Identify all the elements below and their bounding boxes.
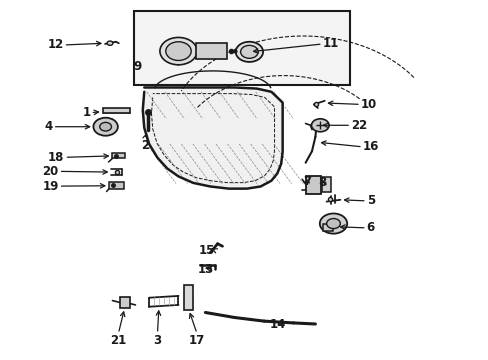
Text: 5: 5: [366, 194, 374, 207]
Text: 9: 9: [134, 60, 142, 73]
Bar: [112, 153, 124, 158]
Bar: [120, 297, 129, 308]
Bar: [195, 43, 227, 59]
Bar: [109, 182, 123, 189]
Text: 19: 19: [42, 180, 59, 193]
Text: 7: 7: [303, 175, 310, 188]
Circle shape: [165, 42, 191, 60]
Text: 1: 1: [82, 106, 90, 119]
Circle shape: [326, 219, 340, 229]
Text: 22: 22: [350, 119, 366, 132]
Text: 15: 15: [199, 244, 215, 257]
Text: 16: 16: [362, 140, 378, 153]
Text: 4: 4: [44, 120, 53, 133]
Text: 18: 18: [48, 151, 64, 164]
Circle shape: [93, 118, 118, 136]
Text: 12: 12: [47, 39, 63, 51]
Polygon shape: [142, 87, 282, 189]
Text: 3: 3: [153, 334, 161, 347]
Text: 21: 21: [110, 334, 126, 347]
Circle shape: [311, 119, 328, 132]
Circle shape: [319, 213, 346, 234]
Text: 10: 10: [360, 98, 376, 111]
Circle shape: [160, 37, 197, 65]
Circle shape: [240, 45, 258, 58]
Text: 11: 11: [322, 37, 338, 50]
Circle shape: [100, 122, 111, 131]
Bar: [305, 176, 320, 194]
Bar: [134, 11, 349, 85]
Bar: [321, 177, 330, 192]
Bar: [102, 108, 129, 113]
Text: 13: 13: [198, 263, 214, 276]
Circle shape: [235, 42, 263, 62]
Text: 20: 20: [42, 165, 59, 178]
Bar: [322, 224, 333, 231]
Text: 14: 14: [269, 318, 285, 331]
Text: 17: 17: [188, 334, 205, 347]
Circle shape: [107, 41, 113, 45]
Text: 8: 8: [318, 176, 326, 189]
Text: 2: 2: [141, 139, 148, 152]
Text: 6: 6: [366, 221, 374, 234]
Bar: [184, 285, 193, 310]
